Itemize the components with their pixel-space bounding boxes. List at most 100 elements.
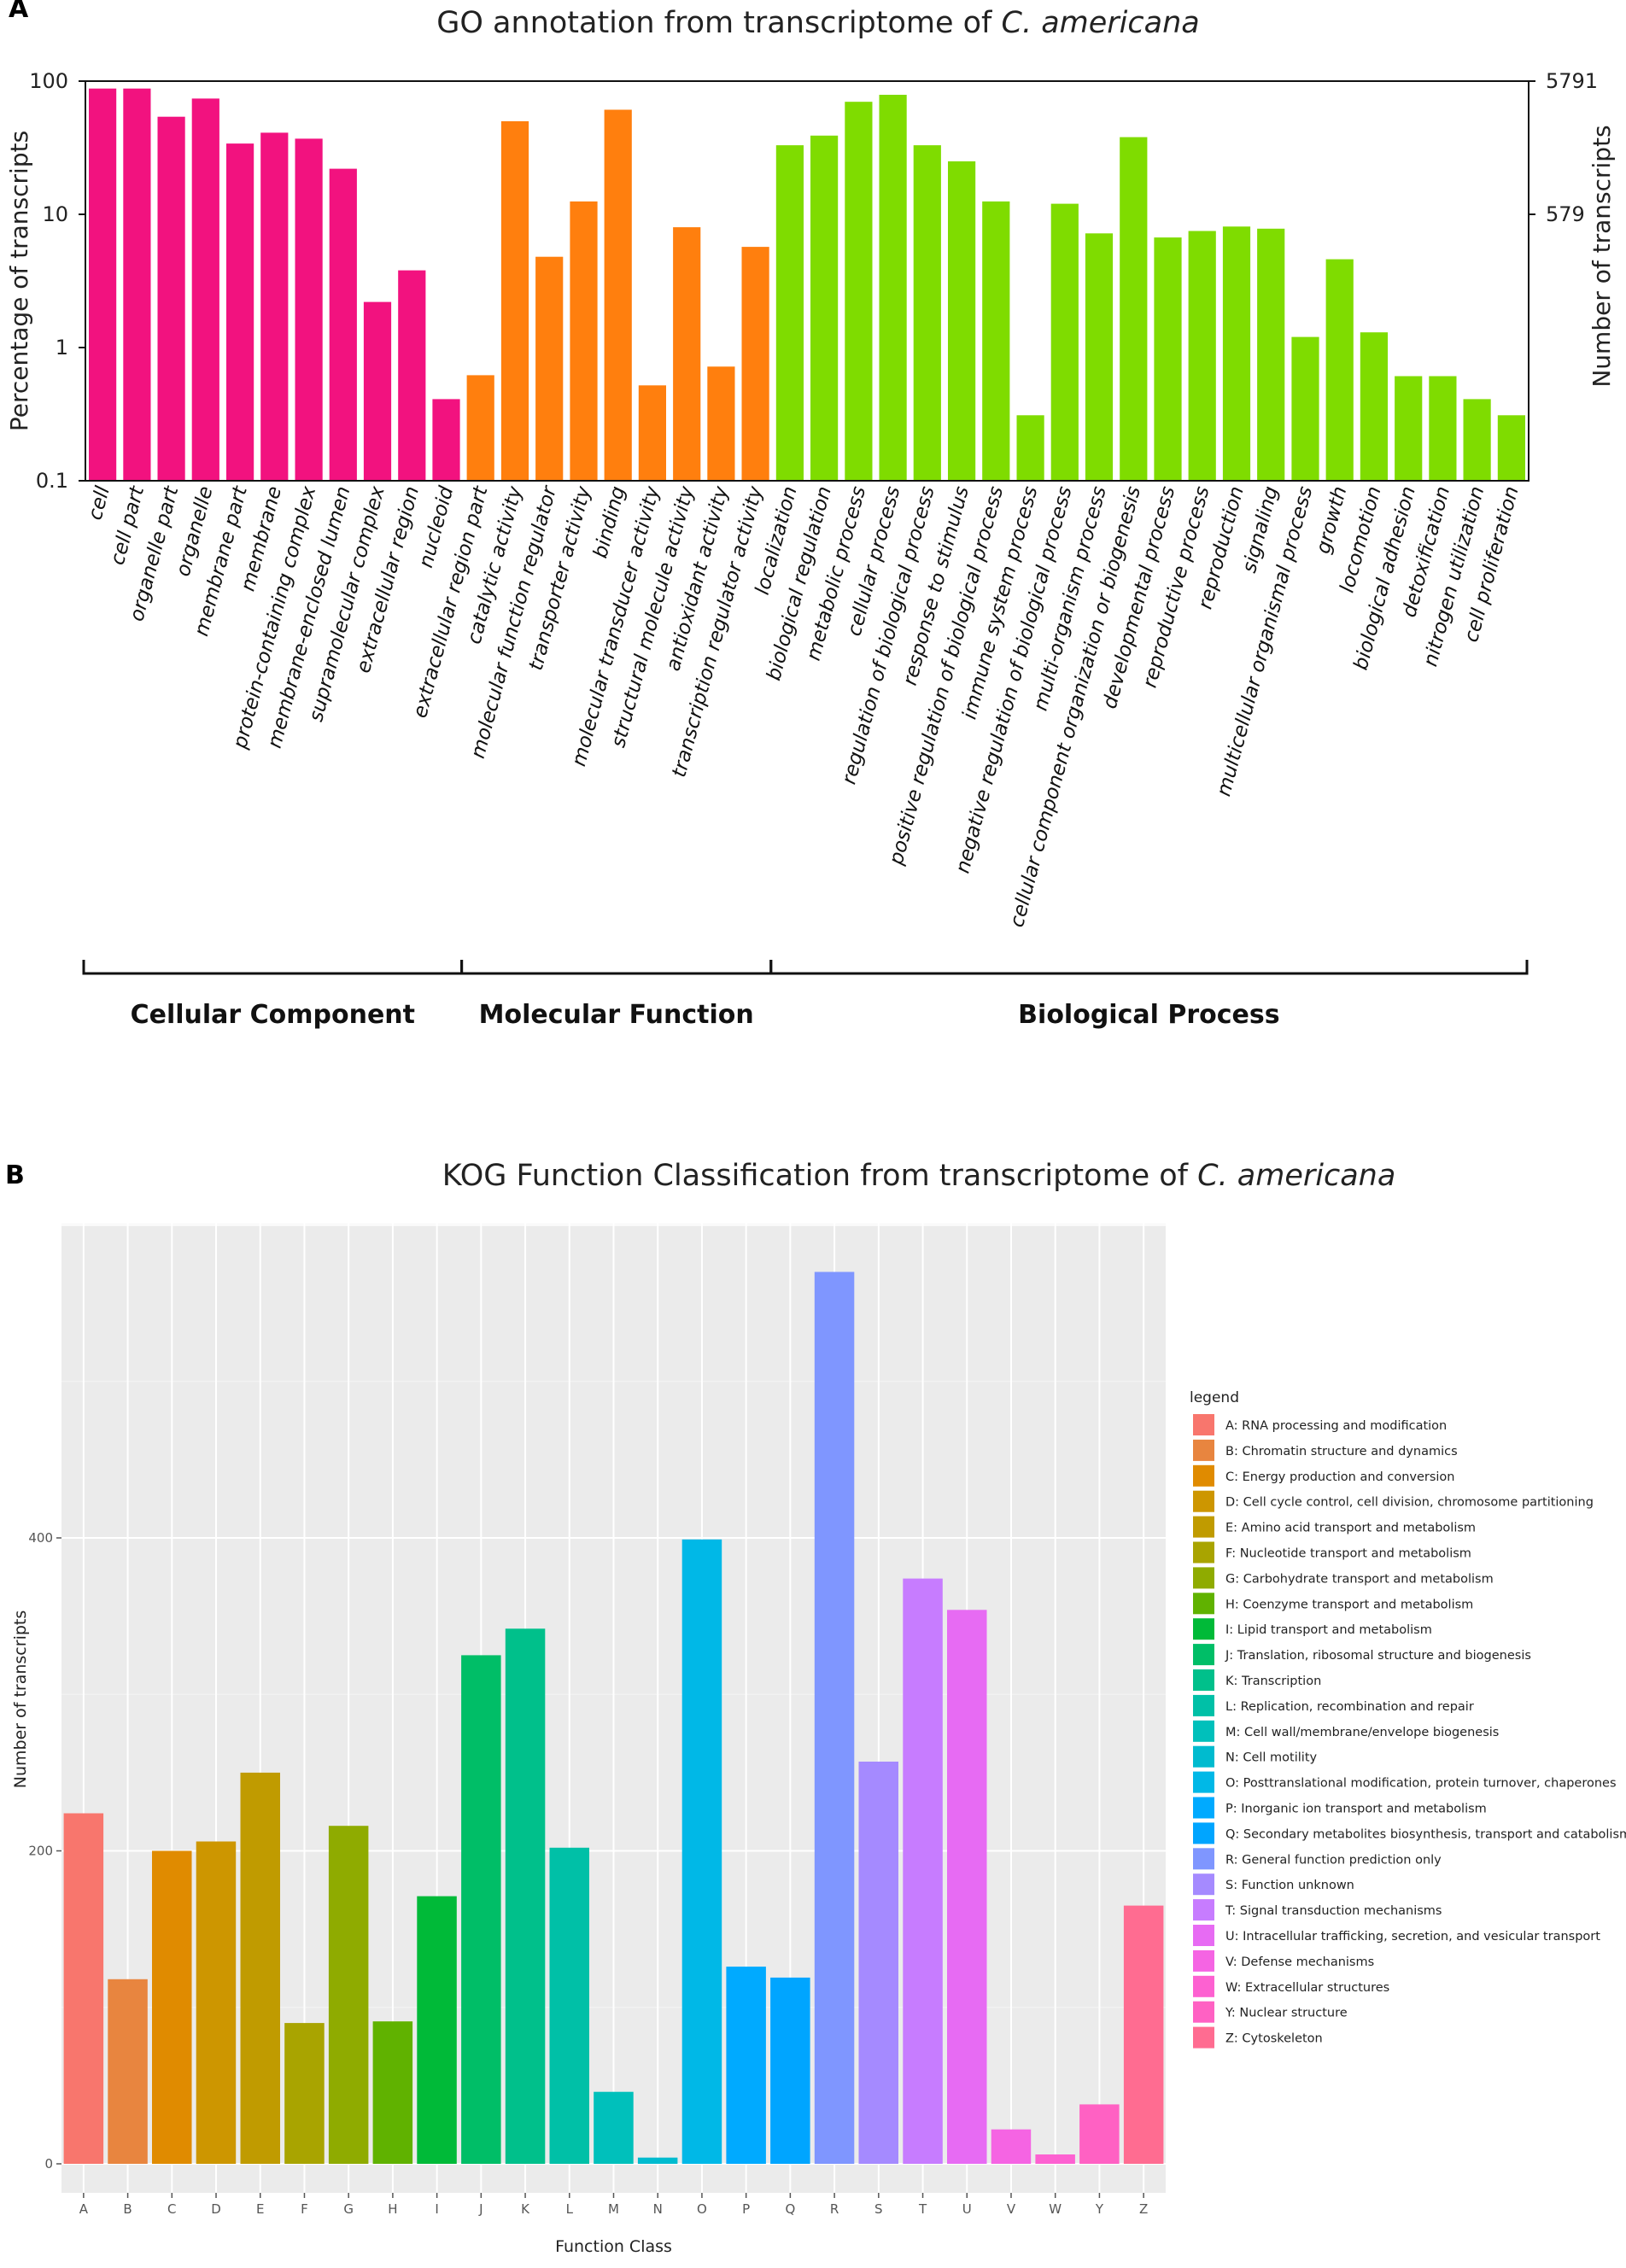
go-bar xyxy=(604,109,632,481)
go-bar xyxy=(191,98,219,482)
go-right-tick-label: 5791 xyxy=(1546,69,1598,93)
kog-legend-entry: R: General function prediction only xyxy=(1225,1853,1442,1867)
kog-x-tick-label: U xyxy=(962,2201,972,2217)
kog-x-tick-label: Y xyxy=(1095,2201,1104,2217)
kog-legend-entry: Z: Cytoskeleton xyxy=(1225,2032,1323,2046)
kog-bar xyxy=(417,1896,457,2164)
kog-x-tick-label: R xyxy=(830,2201,839,2217)
go-left-tick-label: 100 xyxy=(29,69,68,93)
kog-y-tick-label: 0 xyxy=(44,2156,53,2172)
go-bar xyxy=(948,161,976,481)
kog-x-tick-label: H xyxy=(388,2201,397,2217)
kog-x-tick-label: E xyxy=(256,2201,264,2217)
panel-a-letter: A xyxy=(9,0,29,24)
go-bar xyxy=(810,135,839,482)
go-bar xyxy=(1257,228,1285,481)
kog-x-tick-label: C xyxy=(167,2201,176,2217)
kog-legend-entry: W: Extracellular structures xyxy=(1225,1981,1389,1995)
go-left-tick-label: 0.1 xyxy=(36,469,68,493)
go-plot-area: 0.1 1 10 100 579 5791 Percentage of transcript… xyxy=(5,69,1616,1030)
go-bar xyxy=(775,145,804,481)
kog-bar xyxy=(903,1578,943,2164)
kog-bar xyxy=(814,1271,855,2164)
kog-bar xyxy=(461,1655,501,2164)
go-bar xyxy=(1360,332,1388,481)
go-right-tick-label: 579 xyxy=(1546,202,1585,226)
kog-x-tick-label: I xyxy=(435,2201,438,2217)
kog-legend-swatch xyxy=(1193,1593,1214,1615)
kog-legend-entry: G: Carbohydrate transport and metabolism xyxy=(1225,1572,1494,1586)
go-bar xyxy=(879,95,907,481)
kog-bar xyxy=(858,1762,898,2164)
group-label: Cellular Component xyxy=(131,1000,415,1030)
kog-bar xyxy=(947,1610,987,2164)
go-bar xyxy=(1497,415,1525,481)
go-bar xyxy=(432,399,460,481)
kog-bar xyxy=(549,1847,589,2164)
kog-bar xyxy=(681,1539,722,2164)
kog-x-tick-label: Z xyxy=(1139,2201,1148,2217)
kog-legend-swatch xyxy=(1193,1975,1214,1997)
go-bar xyxy=(845,102,873,481)
go-category-label: binding xyxy=(589,484,629,561)
go-bar xyxy=(1050,203,1079,481)
kog-legend-swatch xyxy=(1193,1797,1214,1819)
go-bar xyxy=(1188,231,1216,481)
go-category-label: cell xyxy=(85,483,115,523)
go-bar xyxy=(1395,376,1423,481)
kog-legend-swatch xyxy=(1193,1439,1214,1461)
kog-bar xyxy=(726,1967,766,2164)
kog-x-tick-label: A xyxy=(79,2201,89,2217)
kog-legend-swatch xyxy=(1193,1490,1214,1512)
kog-legend-entry: S: Function unknown xyxy=(1225,1879,1354,1892)
kog-legend-entry: F: Nucleotide transport and metabolism xyxy=(1225,1547,1471,1561)
kog-x-tick-label: P xyxy=(742,2201,750,2217)
kog-legend-entry: C: Energy production and conversion xyxy=(1225,1470,1455,1484)
go-bar xyxy=(260,132,289,481)
kog-legend-swatch xyxy=(1193,1516,1214,1538)
kog-legend-swatch xyxy=(1193,1567,1214,1589)
kog-legend-swatch xyxy=(1193,1745,1214,1768)
go-bar xyxy=(329,168,357,481)
go-bar xyxy=(500,121,529,481)
kog-x-tick-label: G xyxy=(343,2201,354,2217)
kog-legend-swatch xyxy=(1193,1771,1214,1793)
kog-bar xyxy=(594,2091,634,2164)
kog-bar xyxy=(1123,1905,1164,2164)
kog-bar xyxy=(1035,2154,1075,2164)
go-y-axis-left-label: Percentage of transcripts xyxy=(5,131,33,431)
go-left-tick-label: 1 xyxy=(56,336,68,359)
kog-x-axis-label: Function Class xyxy=(555,2237,672,2256)
go-bar xyxy=(1291,336,1319,481)
kog-legend-swatch xyxy=(1193,1464,1214,1487)
kog-legend-entry: Q: Secondary metabolites biosynthesis, t… xyxy=(1225,1827,1626,1841)
kog-x-tick-label: N xyxy=(653,2201,663,2217)
kog-bar xyxy=(1079,2104,1120,2164)
go-bar xyxy=(913,145,941,481)
kog-legend-entry: P: Inorganic ion transport and metabolis… xyxy=(1225,1803,1487,1816)
go-bar xyxy=(741,247,769,481)
kog-legend-swatch xyxy=(1193,1720,1214,1742)
kog-legend-entry: K: Transcription xyxy=(1225,1675,1321,1688)
kog-bar xyxy=(240,1772,280,2164)
kog-y-tick-label: 400 xyxy=(28,1530,53,1546)
kog-legend-entry: E: Amino acid transport and metabolism xyxy=(1225,1522,1476,1535)
kog-legend-swatch xyxy=(1193,2026,1214,2049)
kog-x-tick-label: V xyxy=(1007,2201,1016,2217)
go-bar xyxy=(157,116,185,481)
kog-x-tick-label: K xyxy=(521,2201,530,2217)
panel-b-letter: B xyxy=(5,1160,25,1190)
kog-bar xyxy=(637,2157,678,2164)
kog-legend-entry: I: Lipid transport and metabolism xyxy=(1225,1623,1432,1637)
kog-legend-swatch xyxy=(1193,1694,1214,1716)
kog-legend-swatch xyxy=(1193,1541,1214,1564)
kog-legend-swatch xyxy=(1193,2001,1214,2023)
go-bar xyxy=(982,201,1010,481)
go-bar xyxy=(1016,415,1044,481)
kog-bar xyxy=(196,1841,237,2164)
go-bar xyxy=(1154,237,1182,481)
go-bar xyxy=(638,385,666,481)
kog-legend-swatch xyxy=(1193,1899,1214,1921)
kog-legend-entry: T: Signal transduction mechanisms xyxy=(1225,1904,1442,1918)
go-bar xyxy=(535,256,564,481)
